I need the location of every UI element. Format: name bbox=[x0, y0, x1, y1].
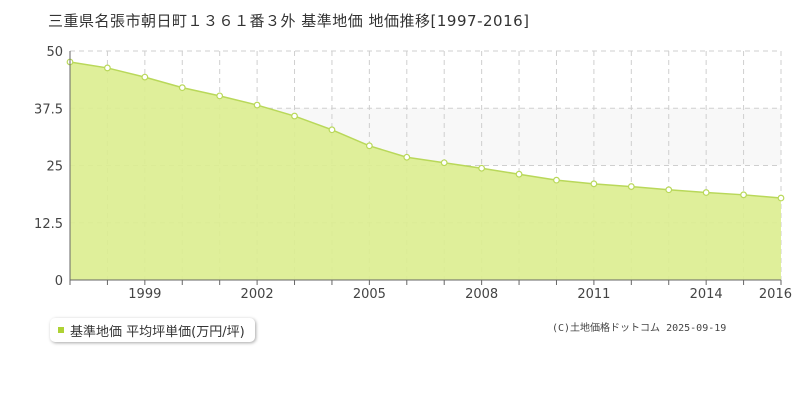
data-point-2008 bbox=[478, 164, 486, 172]
data-point-2001 bbox=[216, 92, 224, 100]
x-axis-ticks bbox=[69, 280, 782, 285]
y-tick-label-50: 50 bbox=[46, 45, 63, 60]
copyright-text: (C)土地価格ドットコム 2025-09-19 bbox=[552, 323, 727, 334]
x-tick-label-1999: 1999 bbox=[128, 287, 161, 302]
data-point-2007 bbox=[440, 159, 448, 167]
data-points bbox=[66, 58, 785, 202]
series-area bbox=[70, 61, 781, 280]
data-point-2006 bbox=[403, 153, 411, 161]
y-tick-label-12-5: 12.5 bbox=[34, 217, 63, 232]
data-point-2005 bbox=[365, 142, 373, 150]
legend: 基準地価 平均坪単価(万円/坪) bbox=[50, 318, 255, 342]
data-point-2015 bbox=[740, 191, 747, 199]
data-point-2013 bbox=[665, 186, 673, 194]
data-point-2011 bbox=[590, 180, 598, 188]
y-tick-label-37-5: 37.5 bbox=[34, 102, 63, 117]
data-point-2012 bbox=[627, 183, 635, 190]
data-point-2003 bbox=[291, 112, 298, 120]
data-point-1999 bbox=[141, 73, 149, 81]
data-point-2002 bbox=[253, 101, 261, 109]
data-point-2000 bbox=[178, 84, 186, 92]
data-point-2009 bbox=[515, 170, 523, 178]
y-tick-label-25: 25 bbox=[46, 160, 63, 175]
y-tick-label-0: 0 bbox=[55, 274, 63, 289]
x-tick-label-2002: 2002 bbox=[241, 287, 274, 302]
data-point-2004 bbox=[328, 126, 336, 134]
x-tick-label-2016: 2016 bbox=[759, 287, 792, 302]
series-line bbox=[69, 61, 782, 199]
x-tick-label-2005: 2005 bbox=[353, 287, 386, 302]
data-point-1998 bbox=[104, 64, 111, 72]
legend-swatch bbox=[58, 327, 64, 333]
data-point-2010 bbox=[553, 176, 560, 184]
x-tick-label-2011: 2011 bbox=[577, 287, 610, 302]
x-tick-label-2008: 2008 bbox=[465, 287, 498, 302]
data-point-2014 bbox=[702, 189, 710, 196]
legend-label: 基準地価 平均坪単価(万円/坪) bbox=[70, 324, 245, 340]
data-point-2016 bbox=[777, 194, 785, 202]
x-axis-labels: 1999 2002 2005 2008 2011 2014 2016 bbox=[128, 287, 792, 302]
chart-title: 三重県名張市朝日町１３６１番３外 基準地価 地価推移[1997-2016] bbox=[48, 12, 530, 30]
x-tick-label-2014: 2014 bbox=[690, 287, 723, 302]
y-axis-labels: 0 12.5 25 37.5 50 bbox=[34, 45, 63, 289]
